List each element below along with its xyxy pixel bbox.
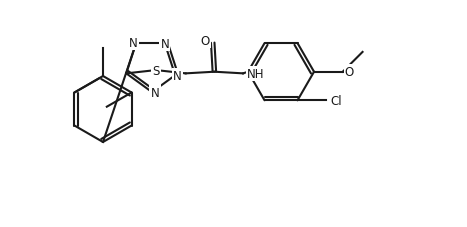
Text: O: O	[200, 35, 209, 48]
Text: NH: NH	[247, 68, 265, 81]
Text: N: N	[151, 86, 159, 99]
Text: N: N	[173, 69, 182, 82]
Text: N: N	[161, 37, 169, 50]
Text: Cl: Cl	[331, 94, 342, 107]
Text: O: O	[345, 66, 354, 79]
Text: S: S	[152, 64, 160, 77]
Text: N: N	[129, 37, 137, 49]
